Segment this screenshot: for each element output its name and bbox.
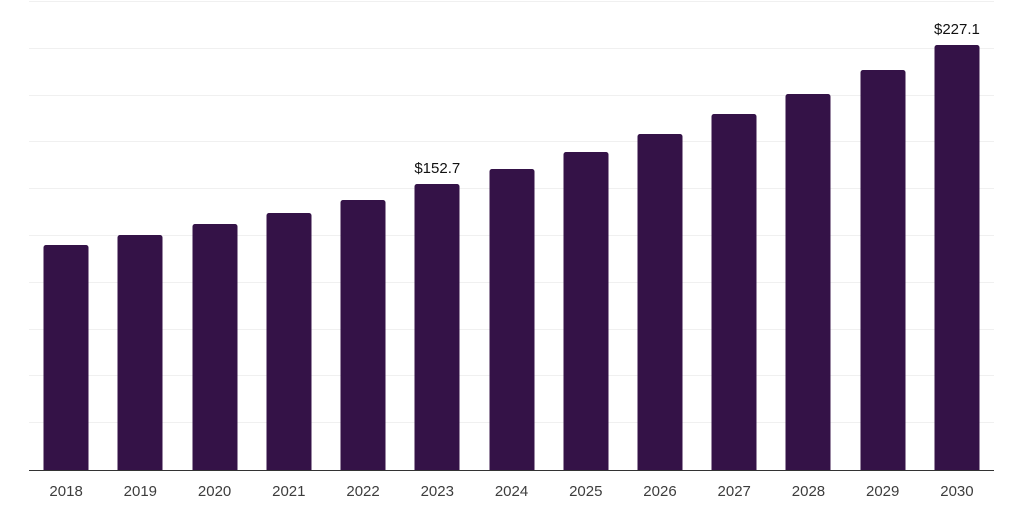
bar-2025 — [563, 152, 609, 470]
bar-cell-2022 — [326, 2, 400, 470]
bars-container: $152.7 $227.1 — [29, 2, 994, 470]
bar-cell-2024 — [474, 2, 548, 470]
bar-cell-2020 — [177, 2, 251, 470]
bar-2023 — [414, 184, 460, 470]
bar-value-label-2030: $227.1 — [933, 20, 980, 38]
bar-2022 — [340, 199, 386, 470]
gridline-250 — [29, 1, 994, 2]
x-tick-label-2028: 2028 — [791, 483, 826, 500]
x-tick-label-2030: 2030 — [940, 483, 974, 500]
x-tick-label-2022: 2022 — [346, 483, 380, 500]
bar-cell-2023: $152.7 — [400, 2, 474, 470]
x-tick-label-2023: 2023 — [420, 483, 454, 500]
bar-cell-2019 — [103, 2, 177, 470]
x-tick-label-2027: 2027 — [717, 483, 751, 500]
bar-cell-2021 — [252, 2, 326, 470]
bar-cell-2027 — [697, 2, 771, 470]
bar-2029 — [860, 70, 906, 470]
bar-2028 — [785, 93, 831, 470]
x-tick-label-2021: 2021 — [272, 483, 306, 500]
bar-chart: $152.7 $227.1 2018 2019 2020 2021 2022 2023 202… — [29, 0, 994, 512]
x-tick-label-2019: 2019 — [123, 483, 158, 500]
bar-2024 — [489, 169, 535, 470]
gridline-225 — [29, 47, 994, 49]
x-tick-label-2018: 2018 — [49, 483, 83, 500]
bar-cell-2018 — [29, 2, 103, 470]
x-tick-label-2026: 2026 — [643, 483, 677, 500]
bar-2018 — [43, 244, 89, 470]
plot-area: $152.7 $227.1 — [29, 1, 994, 471]
bar-2026 — [637, 133, 683, 470]
x-tick-label-2020: 2020 — [197, 483, 232, 500]
bar-2021 — [266, 213, 312, 470]
bar-cell-2030: $227.1 — [920, 2, 994, 470]
bar-2020 — [192, 224, 238, 470]
x-tick-label-2029: 2029 — [866, 483, 900, 500]
bar-cell-2029 — [846, 2, 920, 470]
bar-2027 — [711, 114, 757, 470]
gridline-200 — [29, 94, 994, 96]
gridline-175 — [29, 141, 994, 143]
bar-2030 — [934, 44, 980, 470]
x-tick-label-2025: 2025 — [569, 483, 603, 500]
bar-cell-2025 — [549, 2, 623, 470]
x-tick-label-2024: 2024 — [494, 483, 529, 500]
bar-value-label-2023: $152.7 — [414, 160, 461, 178]
bar-2019 — [117, 235, 163, 470]
x-axis: 2018 2019 2020 2021 2022 2023 2024 2025 2026 2027… — [29, 483, 994, 500]
bar-cell-2026 — [623, 2, 697, 470]
bar-cell-2028 — [771, 2, 845, 470]
